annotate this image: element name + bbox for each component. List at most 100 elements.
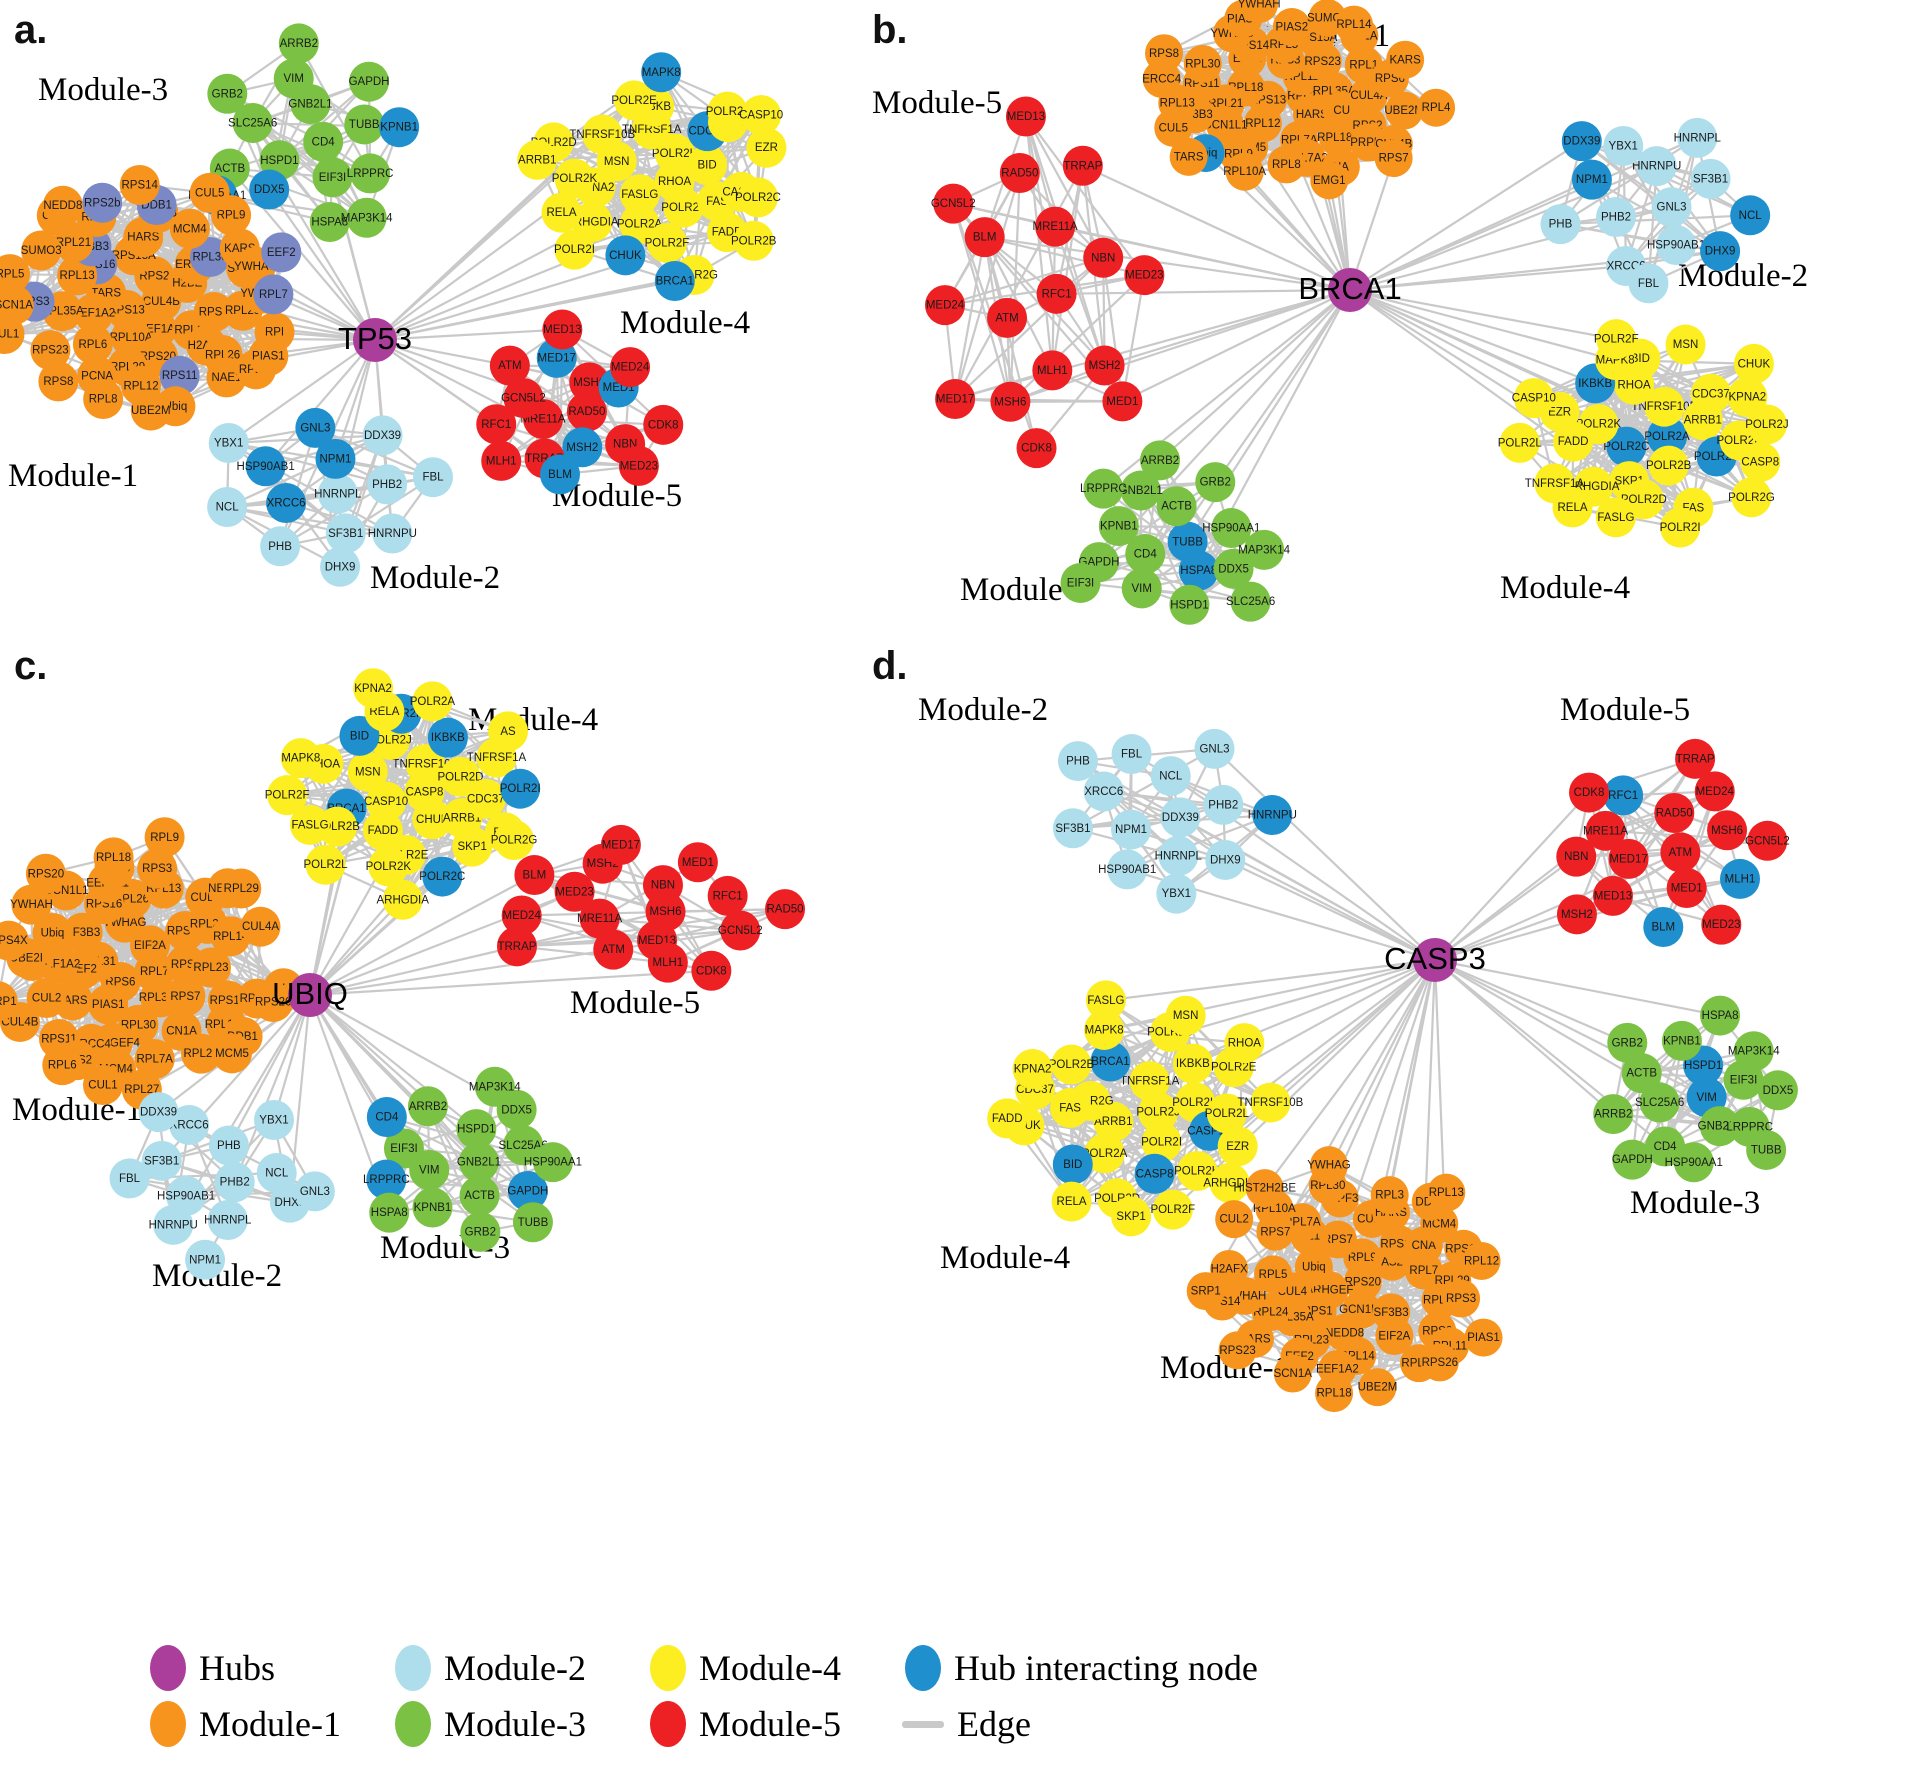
hub-node[interactable]: CASP3 bbox=[1384, 938, 1486, 982]
network-node[interactable]: DHX9 bbox=[1205, 839, 1246, 880]
network-node[interactable]: CUL5 bbox=[189, 172, 230, 213]
network-node[interactable]: ATM bbox=[489, 345, 530, 386]
network-node[interactable]: VIM bbox=[273, 58, 314, 99]
network-node[interactable]: DDX39 bbox=[138, 1092, 179, 1133]
network-node[interactable]: KPNB1 bbox=[1098, 506, 1139, 547]
network-node[interactable]: IKBKB bbox=[427, 717, 468, 758]
network-node[interactable]: CASP8 bbox=[1740, 441, 1781, 482]
network-node[interactable]: PHB2 bbox=[214, 1162, 255, 1203]
network-node[interactable]: RELA bbox=[1552, 487, 1593, 528]
network-node[interactable]: DDX5 bbox=[1757, 1070, 1798, 1111]
network-node[interactable]: MED24 bbox=[610, 347, 651, 388]
network-node[interactable]: EMG1 bbox=[1310, 161, 1349, 200]
network-node[interactable]: CDK8 bbox=[691, 950, 732, 991]
network-node[interactable]: ATM bbox=[987, 297, 1028, 338]
network-node[interactable]: MAPK8 bbox=[641, 52, 682, 93]
network-node[interactable]: ARRB2 bbox=[1140, 440, 1181, 481]
network-node[interactable]: MED23 bbox=[1701, 904, 1742, 945]
network-node[interactable]: MSN bbox=[1665, 324, 1706, 365]
network-node[interactable]: CUL4A bbox=[240, 906, 281, 947]
network-node[interactable]: HSPD1 bbox=[456, 1109, 497, 1150]
network-node[interactable]: PHB bbox=[260, 526, 301, 567]
network-node[interactable]: TRRAP bbox=[1675, 738, 1716, 779]
network-node[interactable]: TUBB bbox=[344, 104, 385, 145]
network-node[interactable]: NEDD8 bbox=[42, 185, 83, 226]
network-node[interactable]: EIF3I bbox=[1060, 562, 1101, 603]
hub-node[interactable]: UBIQ bbox=[272, 973, 348, 1017]
network-node[interactable]: SF3B1 bbox=[1690, 158, 1731, 199]
network-node[interactable]: HNRNPL bbox=[204, 1199, 252, 1240]
network-node[interactable]: RPL18 bbox=[1315, 1374, 1354, 1413]
network-node[interactable]: HSPA8 bbox=[1178, 550, 1219, 591]
network-node[interactable]: RPL7 bbox=[253, 274, 294, 315]
network-node[interactable]: RPL29 bbox=[221, 868, 262, 909]
network-node[interactable]: NBN bbox=[642, 865, 683, 906]
network-node[interactable]: VIM bbox=[1121, 568, 1162, 609]
network-node[interactable]: RPL14 bbox=[1334, 5, 1373, 44]
network-node[interactable]: GRB2 bbox=[1195, 462, 1236, 503]
network-node[interactable]: MED1 bbox=[1102, 381, 1143, 422]
network-node[interactable]: KPNB1 bbox=[379, 107, 420, 148]
network-node[interactable]: NBN bbox=[1556, 836, 1597, 877]
network-node[interactable]: FASLG bbox=[1595, 497, 1636, 538]
network-node[interactable]: BID bbox=[1052, 1144, 1093, 1185]
network-node[interactable]: RHOA bbox=[1224, 1023, 1265, 1064]
network-node[interactable]: HSPA8 bbox=[309, 202, 350, 243]
network-node[interactable]: GCN5L2 bbox=[1745, 820, 1790, 861]
network-node[interactable]: RFC1 bbox=[476, 404, 517, 445]
network-node[interactable]: UBE2M bbox=[130, 390, 171, 431]
network-node[interactable]: POLR2G bbox=[1728, 477, 1775, 518]
network-node[interactable]: KPNB1 bbox=[412, 1187, 453, 1228]
network-node[interactable]: MAPK8 bbox=[280, 738, 321, 779]
network-node[interactable]: RAD50 bbox=[999, 153, 1040, 194]
network-node[interactable]: PIAS1 bbox=[1464, 1318, 1503, 1357]
network-node[interactable]: MSH2 bbox=[1556, 894, 1597, 935]
network-node[interactable]: RPL13 bbox=[1427, 1173, 1466, 1212]
network-node[interactable]: MSH2 bbox=[1084, 345, 1125, 386]
network-node[interactable]: PIAS2 bbox=[1272, 8, 1311, 47]
network-node[interactable]: FAS bbox=[1050, 1087, 1091, 1128]
network-node[interactable]: RPS3 bbox=[1442, 1279, 1481, 1318]
network-node[interactable]: MED1 bbox=[1666, 868, 1707, 909]
network-node[interactable]: CUL1 bbox=[82, 1065, 123, 1106]
network-node[interactable]: ACTB bbox=[1156, 486, 1197, 527]
network-node[interactable]: RPL18 bbox=[93, 837, 134, 878]
network-node[interactable]: TARS bbox=[1169, 137, 1208, 176]
network-node[interactable]: NCL bbox=[207, 486, 248, 527]
network-node[interactable]: YBX1 bbox=[254, 1100, 295, 1141]
network-node[interactable]: MED13 bbox=[542, 309, 583, 350]
network-node[interactable]: CUL2 bbox=[1215, 1200, 1254, 1239]
network-node[interactable]: DHX9 bbox=[320, 546, 361, 587]
network-node[interactable]: EZR bbox=[1217, 1126, 1258, 1167]
network-node[interactable]: GRB2 bbox=[460, 1211, 501, 1252]
network-node[interactable]: GNL3 bbox=[295, 407, 336, 448]
network-node[interactable]: MLH1 bbox=[481, 440, 522, 481]
network-node[interactable]: PHB bbox=[1057, 741, 1098, 782]
network-node[interactable]: SRP1 bbox=[1186, 1272, 1225, 1311]
network-node[interactable]: HSPA8 bbox=[1700, 995, 1741, 1036]
network-node[interactable]: RPL6 bbox=[42, 1045, 83, 1086]
network-node[interactable]: DHX9 bbox=[1700, 231, 1741, 272]
network-node[interactable]: FBL bbox=[109, 1158, 150, 1199]
network-node[interactable]: PHB bbox=[208, 1125, 249, 1166]
network-node[interactable]: BLM bbox=[1643, 906, 1684, 947]
network-node[interactable]: CHUK bbox=[1733, 343, 1774, 384]
network-node[interactable]: PHB2 bbox=[1596, 197, 1637, 238]
network-node[interactable]: RPS14 bbox=[119, 164, 160, 205]
network-node[interactable]: RPL8 bbox=[83, 378, 124, 419]
network-node[interactable]: MSH6 bbox=[990, 381, 1031, 422]
network-node[interactable]: SF3B1 bbox=[325, 513, 366, 554]
network-node[interactable]: MCM5 bbox=[212, 1033, 253, 1074]
network-node[interactable]: RFC1 bbox=[707, 875, 748, 916]
network-node[interactable]: TUBB bbox=[512, 1202, 553, 1243]
network-node[interactable]: BLM bbox=[964, 217, 1005, 258]
network-node[interactable]: RPS8 bbox=[38, 361, 79, 402]
network-node[interactable]: RFC1 bbox=[1036, 273, 1077, 314]
network-node[interactable]: NPM1 bbox=[185, 1239, 226, 1280]
network-node[interactable]: RAD50 bbox=[1654, 792, 1695, 833]
network-node[interactable]: PHB2 bbox=[1203, 784, 1244, 825]
network-node[interactable]: NPM1 bbox=[1571, 159, 1612, 200]
network-node[interactable]: HSPA8 bbox=[369, 1192, 410, 1233]
network-node[interactable]: RPL4 bbox=[1417, 88, 1456, 127]
network-node[interactable]: RPS8 bbox=[1145, 34, 1184, 73]
